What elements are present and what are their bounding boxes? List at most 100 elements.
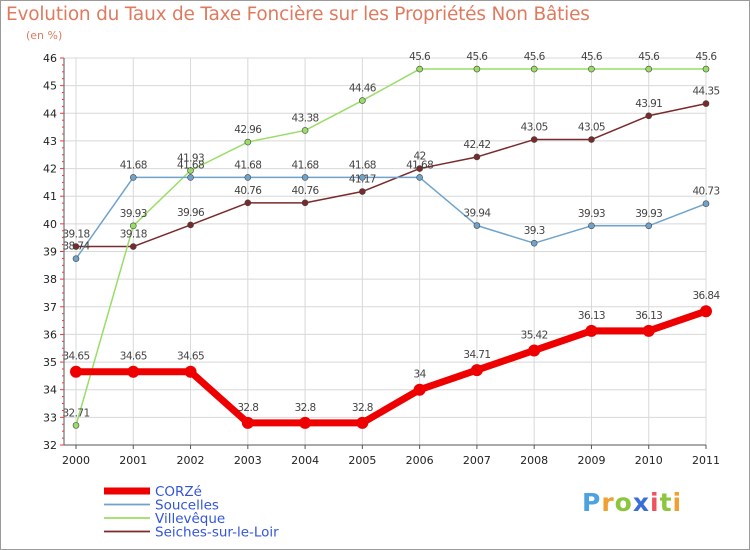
y-tick-labels: 32 33 34 35 36 37 38 39 40 41 42 43 44 45 46 <box>43 52 57 452</box>
data-point-seiches-sur-le-loir <box>187 221 194 229</box>
data-label-corze: 34.65 <box>120 351 147 363</box>
y-tick-label: 33 <box>43 411 57 424</box>
y-unit-label: (en %) <box>26 29 63 42</box>
data-point-corze <box>356 416 369 429</box>
legend-label-villeveque: Villevêque <box>155 511 225 527</box>
data-label-seiches-sur-le-loir: 42.42 <box>463 139 490 151</box>
data-label-soucelles: 39.93 <box>578 208 605 220</box>
y-tick-label: 40 <box>43 218 57 231</box>
y-tick-label: 39 <box>43 246 57 259</box>
data-label-villeveque: 43.38 <box>292 112 319 124</box>
legend: CORZéSoucellesVillevêqueSeiches-sur-le-L… <box>104 484 279 541</box>
data-label-villeveque: 45.6 <box>466 51 488 63</box>
data-point-soucelles <box>129 174 137 181</box>
data-point-seiches-sur-le-loir <box>72 243 80 250</box>
data-point-corze <box>299 416 312 429</box>
y-tick-label: 34 <box>43 384 57 397</box>
data-point-seiches-sur-le-loir <box>301 199 309 207</box>
data-point-corze <box>470 364 483 377</box>
y-tick-label: 37 <box>43 301 57 314</box>
data-label-seiches-sur-le-loir: 43.91 <box>635 98 662 110</box>
data-label-soucelles: 39.94 <box>463 208 491 220</box>
data-point-villeveque <box>72 422 80 429</box>
legend-label-corze: CORZé <box>155 484 202 500</box>
series-line-villeveque <box>75 68 707 427</box>
x-tick-label: 2010 <box>635 454 663 467</box>
data-point-seiches-sur-le-loir <box>129 243 137 250</box>
data-label-soucelles: 41.68 <box>406 159 433 171</box>
data-point-villeveque <box>473 65 481 73</box>
data-point-villeveque <box>244 138 252 146</box>
series-line-seiches-sur-le-loir <box>75 102 707 248</box>
x-tick-label: 2002 <box>177 454 205 467</box>
data-point-villeveque <box>702 65 710 73</box>
data-point-soucelles <box>244 174 252 181</box>
data-point-villeveque <box>301 127 309 134</box>
series-line-corze <box>72 307 710 427</box>
data-point-soucelles <box>473 222 481 229</box>
data-point-corze <box>241 416 254 429</box>
data-label-seiches-sur-le-loir: 40.76 <box>292 185 320 197</box>
logo-letter: x <box>632 488 650 517</box>
logo-letter: P <box>582 488 602 517</box>
data-point-villeveque <box>129 222 137 230</box>
proxiti-logo: Proxiti <box>582 488 682 517</box>
chart-title: Evolution du Taux de Taxe Foncière sur l… <box>6 4 590 25</box>
logo-letter: t <box>659 488 673 517</box>
y-tick-label: 38 <box>43 273 57 286</box>
x-tick-label: 2005 <box>348 454 376 467</box>
y-tick-label: 41 <box>43 190 57 203</box>
data-label-corze: 32.8 <box>237 402 258 414</box>
x-tick-label: 2009 <box>577 454 605 467</box>
data-label-villeveque: 45.6 <box>409 51 431 63</box>
x-tick-label: 2004 <box>291 454 319 467</box>
data-label-seiches-sur-le-loir: 39.18 <box>62 229 89 241</box>
data-point-corze <box>642 324 655 337</box>
data-point-villeveque <box>416 65 423 73</box>
data-point-soucelles <box>359 174 366 181</box>
x-tick-label: 2000 <box>62 454 90 467</box>
data-label-corze: 36.13 <box>578 310 605 322</box>
data-label-villeveque: 41.93 <box>177 153 204 165</box>
data-label-soucelles: 41.68 <box>120 159 147 171</box>
data-label-corze: 34.65 <box>62 351 89 363</box>
y-tick-label: 36 <box>43 328 57 341</box>
y-tick-label: 42 <box>43 163 57 176</box>
y-tick-label: 45 <box>43 80 57 93</box>
data-label-corze: 35.42 <box>521 329 548 341</box>
grid <box>64 57 707 446</box>
x-tick-label: 2001 <box>119 454 147 467</box>
data-label-corze: 34 <box>414 369 427 381</box>
data-point-seiches-sur-le-loir <box>702 100 710 107</box>
data-label-soucelles: 39.93 <box>635 208 662 220</box>
data-label-villeveque: 39.93 <box>120 208 147 220</box>
data-point-soucelles <box>187 174 194 181</box>
data-label-corze: 32.8 <box>352 402 373 414</box>
series-lines <box>70 65 712 429</box>
data-point-corze <box>585 324 598 337</box>
logo-letter: i <box>650 488 660 517</box>
data-label-seiches-sur-le-loir: 41.17 <box>349 174 376 186</box>
data-point-villeveque <box>645 65 653 73</box>
data-label-villeveque: 45.6 <box>638 51 660 63</box>
data-point-seiches-sur-le-loir <box>359 188 366 195</box>
y-tick-label: 44 <box>43 107 57 120</box>
data-point-soucelles <box>72 255 80 262</box>
axes <box>60 57 707 449</box>
data-point-soucelles <box>416 174 423 181</box>
data-label-villeveque: 44.46 <box>349 83 377 95</box>
x-tick-label: 2008 <box>520 454 548 467</box>
data-point-corze <box>70 365 82 378</box>
data-point-corze <box>184 365 197 378</box>
logo-letter: i <box>672 488 683 517</box>
data-label-corze: 34.71 <box>463 349 490 361</box>
y-tick-label: 32 <box>43 439 57 452</box>
data-labels: 34.65 34.65 34.65 32.8 32.8 32.8 34 34.71 35.42 3… <box>62 51 721 419</box>
y-tick-label: 43 <box>43 135 57 148</box>
data-label-seiches-sur-le-loir: 43.05 <box>578 122 605 134</box>
x-tick-labels: 2000 2001 2002 2003 2004 2005 2006 2007 2008 2009… <box>62 454 720 467</box>
data-point-villeveque <box>187 167 194 174</box>
data-label-soucelles: 41.68 <box>292 159 319 171</box>
data-point-villeveque <box>359 97 366 104</box>
